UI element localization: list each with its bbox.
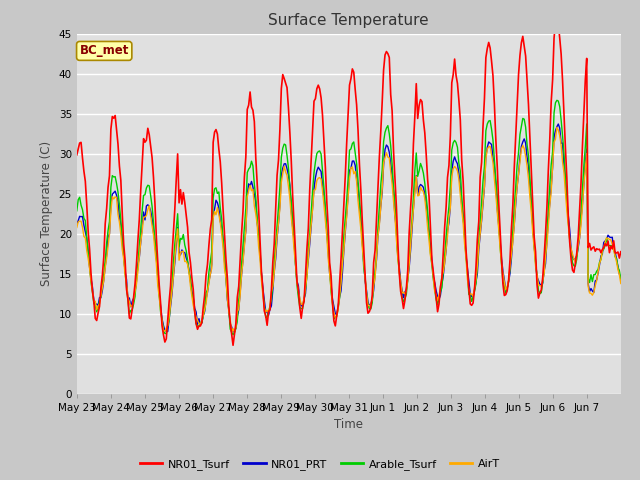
Text: BC_met: BC_met xyxy=(79,44,129,58)
Legend: NR01_Tsurf, NR01_PRT, Arable_Tsurf, AirT: NR01_Tsurf, NR01_PRT, Arable_Tsurf, AirT xyxy=(136,455,504,474)
Y-axis label: Surface Temperature (C): Surface Temperature (C) xyxy=(40,141,53,286)
Title: Surface Temperature: Surface Temperature xyxy=(269,13,429,28)
X-axis label: Time: Time xyxy=(334,418,364,431)
